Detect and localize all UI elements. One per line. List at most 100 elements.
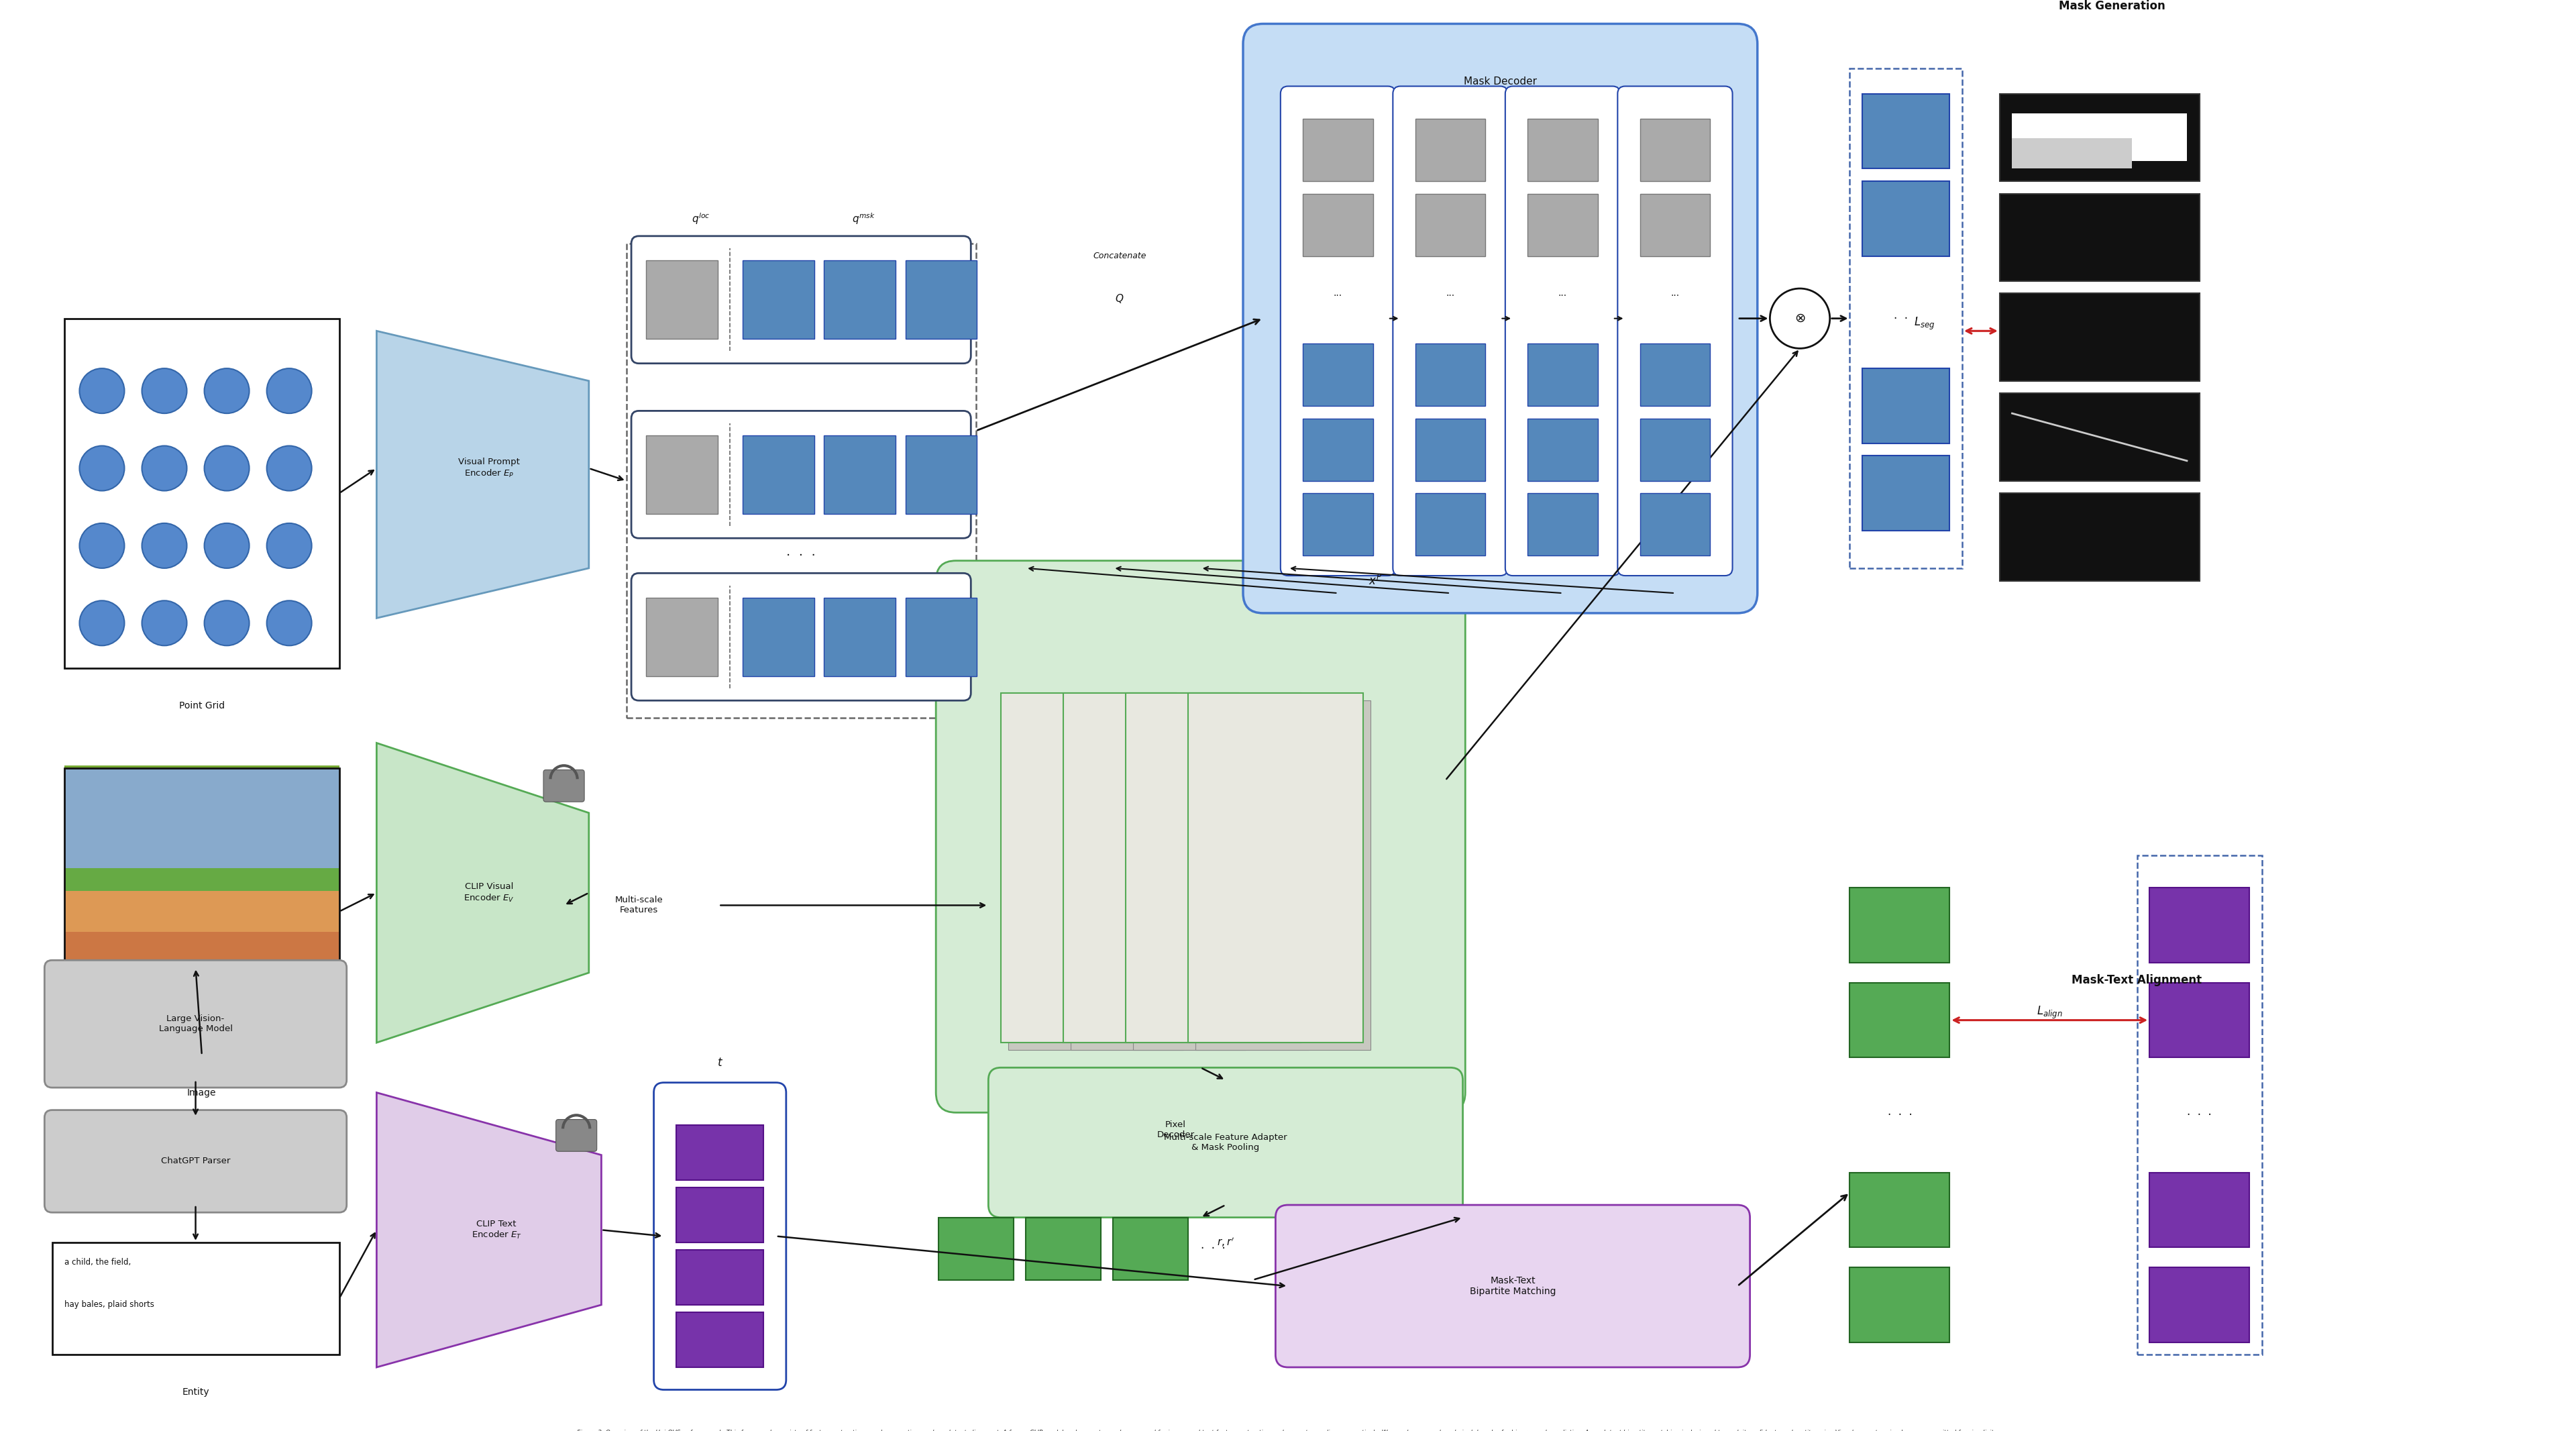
Text: $x^P$: $x^P$ <box>1368 574 1383 587</box>
Bar <box>64 766 340 809</box>
Text: Concatenate: Concatenate <box>1092 252 1146 260</box>
Text: ⊗: ⊗ <box>1795 312 1806 325</box>
Polygon shape <box>376 1093 600 1367</box>
Bar <box>1641 119 1710 182</box>
Bar <box>52 1242 340 1355</box>
FancyBboxPatch shape <box>44 960 348 1088</box>
Bar <box>64 807 340 850</box>
Bar <box>1850 983 1950 1058</box>
Bar <box>1303 193 1373 256</box>
FancyBboxPatch shape <box>1244 24 1757 612</box>
Bar <box>2012 137 2133 169</box>
Bar <box>1862 368 1950 444</box>
Text: ·  ·  ·: · · · <box>786 550 817 562</box>
FancyBboxPatch shape <box>654 1083 786 1390</box>
FancyBboxPatch shape <box>44 1110 348 1212</box>
Bar <box>64 768 340 869</box>
Circle shape <box>204 368 250 414</box>
Text: ·  ·  ·: · · · <box>1893 312 1919 325</box>
Polygon shape <box>376 331 590 618</box>
Bar <box>824 260 896 339</box>
Bar <box>1303 343 1373 406</box>
Circle shape <box>204 524 250 568</box>
Text: $Q$: $Q$ <box>1115 292 1123 305</box>
Bar <box>677 1125 762 1181</box>
Text: Image: Image <box>188 1088 216 1098</box>
Text: ...: ... <box>1672 289 1680 298</box>
Bar <box>2138 856 2262 1355</box>
FancyBboxPatch shape <box>1618 86 1734 575</box>
Circle shape <box>142 368 188 414</box>
Bar <box>1414 418 1486 481</box>
Bar <box>1303 418 1373 481</box>
Bar <box>647 260 719 339</box>
Bar <box>1303 119 1373 182</box>
Bar <box>1007 701 1182 1050</box>
FancyBboxPatch shape <box>631 574 971 701</box>
Text: ·  ·  ·: · · · <box>1200 1242 1226 1255</box>
Circle shape <box>268 524 312 568</box>
Bar <box>647 598 719 677</box>
Bar <box>1862 182 1950 256</box>
Polygon shape <box>376 743 590 1043</box>
Bar <box>1414 494 1486 555</box>
Circle shape <box>204 446 250 491</box>
FancyBboxPatch shape <box>631 236 971 363</box>
Bar <box>907 435 976 514</box>
Bar <box>647 435 719 514</box>
FancyBboxPatch shape <box>989 1068 1463 1218</box>
FancyBboxPatch shape <box>1275 1205 1749 1367</box>
Bar <box>64 1012 340 1055</box>
Bar <box>1850 1172 1950 1248</box>
Bar <box>742 260 814 339</box>
Text: hay bales, plaid shorts: hay bales, plaid shorts <box>64 1301 155 1309</box>
Text: ·  ·  ·: · · · <box>2187 1109 2213 1120</box>
Circle shape <box>268 368 312 414</box>
Text: $r, r'$: $r, r'$ <box>1216 1236 1234 1249</box>
Bar <box>2012 113 2187 162</box>
Bar <box>677 1249 762 1305</box>
Bar <box>742 598 814 677</box>
FancyBboxPatch shape <box>631 411 971 538</box>
Bar <box>1528 343 1597 406</box>
Circle shape <box>142 446 188 491</box>
Bar <box>1999 93 2200 182</box>
Bar <box>1288 1218 1363 1279</box>
Bar <box>1376 1218 1450 1279</box>
Text: $L_{seg}$: $L_{seg}$ <box>1914 316 1935 331</box>
Bar <box>1528 193 1597 256</box>
Bar <box>1303 494 1373 555</box>
Bar <box>742 435 814 514</box>
Text: Entity: Entity <box>183 1388 209 1397</box>
Bar <box>2148 983 2249 1058</box>
Bar <box>1126 693 1301 1043</box>
Circle shape <box>80 601 124 645</box>
Bar <box>1999 293 2200 381</box>
FancyBboxPatch shape <box>1394 86 1507 575</box>
Bar <box>1641 494 1710 555</box>
Bar <box>1862 456 1950 531</box>
Text: $q^{msk}$: $q^{msk}$ <box>853 212 876 226</box>
Circle shape <box>142 524 188 568</box>
Bar <box>1528 494 1597 555</box>
Bar <box>824 598 896 677</box>
Text: Mask-Text Alignment: Mask-Text Alignment <box>2071 975 2202 986</box>
Bar <box>626 243 976 718</box>
Circle shape <box>80 368 124 414</box>
Text: a child, the field,: a child, the field, <box>64 1258 131 1266</box>
Bar <box>1528 119 1597 182</box>
Bar <box>1414 119 1486 182</box>
Circle shape <box>80 446 124 491</box>
Text: ·  ·  ·: · · · <box>1888 1109 1911 1120</box>
FancyBboxPatch shape <box>1280 86 1396 575</box>
Circle shape <box>1770 289 1829 348</box>
Text: Pixel
Decoder: Pixel Decoder <box>1157 1120 1195 1139</box>
Text: Multi-scale Feature Adapter
& Mask Pooling: Multi-scale Feature Adapter & Mask Pooli… <box>1164 1133 1288 1152</box>
Bar <box>64 768 340 1055</box>
Text: Mask Generation: Mask Generation <box>2058 0 2166 13</box>
Bar <box>1188 693 1363 1043</box>
Bar <box>64 847 340 892</box>
Bar <box>2148 887 2249 963</box>
Text: $q^{loc}$: $q^{loc}$ <box>693 212 711 226</box>
Circle shape <box>204 601 250 645</box>
